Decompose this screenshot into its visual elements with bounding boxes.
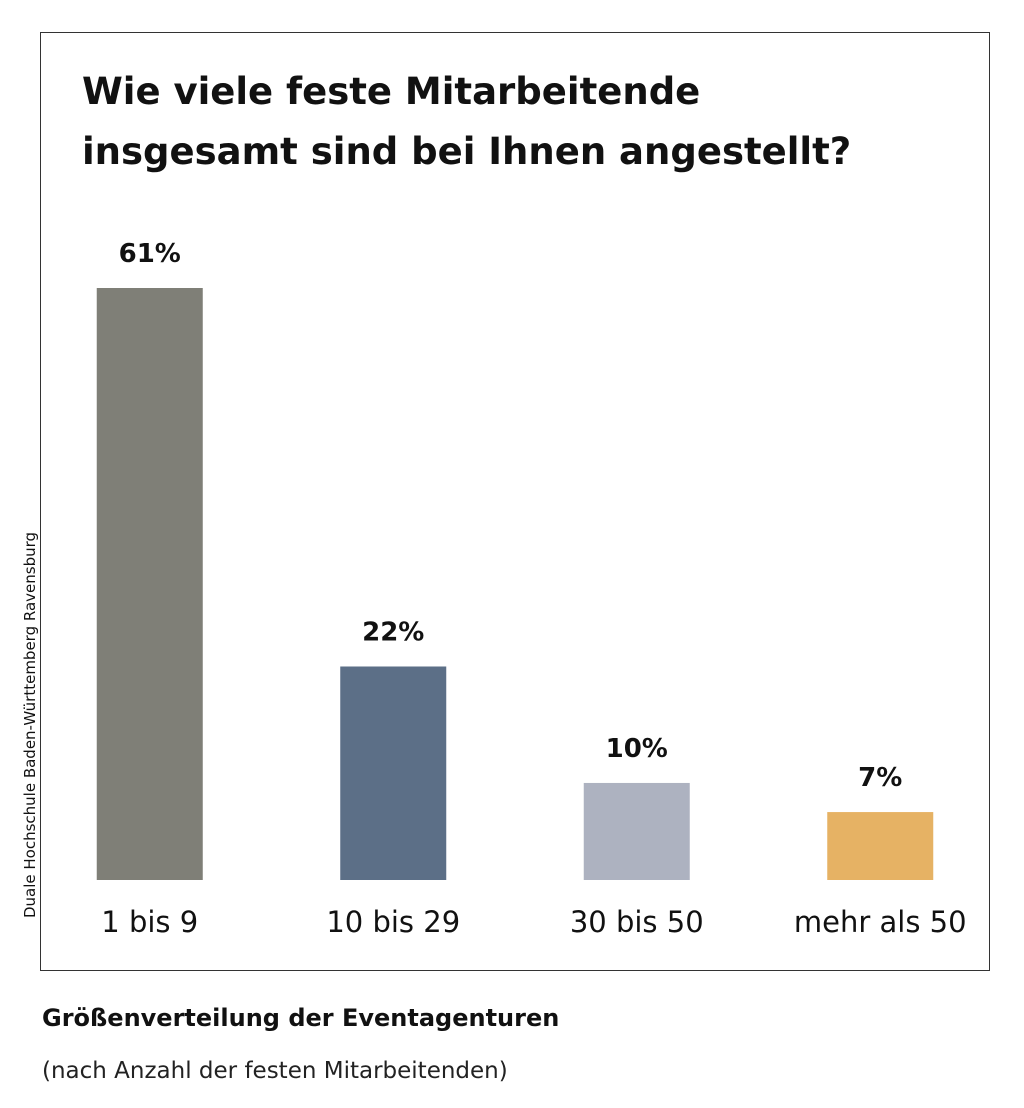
caption-note: (nach Anzahl der festen Mitarbeitenden) bbox=[42, 1058, 508, 1084]
bar bbox=[827, 812, 934, 880]
caption: Größenverteilung der Eventagenturen bbox=[42, 1004, 559, 1032]
bar bbox=[340, 666, 447, 880]
x-tick-label: 30 bis 50 bbox=[570, 905, 704, 939]
bar bbox=[583, 782, 690, 880]
value-label: 7% bbox=[858, 763, 902, 793]
chart-title: insgesamt sind bei Ihnen angestellt? bbox=[82, 130, 851, 173]
bar bbox=[96, 288, 203, 880]
source-note: Duale Hochschule Baden-Württemberg Raven… bbox=[21, 532, 39, 918]
chart-title: Wie viele feste Mitarbeitende bbox=[82, 70, 700, 113]
value-label: 10% bbox=[606, 734, 668, 764]
x-tick-label: mehr als 50 bbox=[794, 905, 967, 939]
value-label: 22% bbox=[362, 617, 424, 647]
value-label: 61% bbox=[119, 239, 181, 269]
x-tick-label: 1 bis 9 bbox=[101, 905, 198, 939]
x-tick-label: 10 bis 29 bbox=[326, 905, 460, 939]
